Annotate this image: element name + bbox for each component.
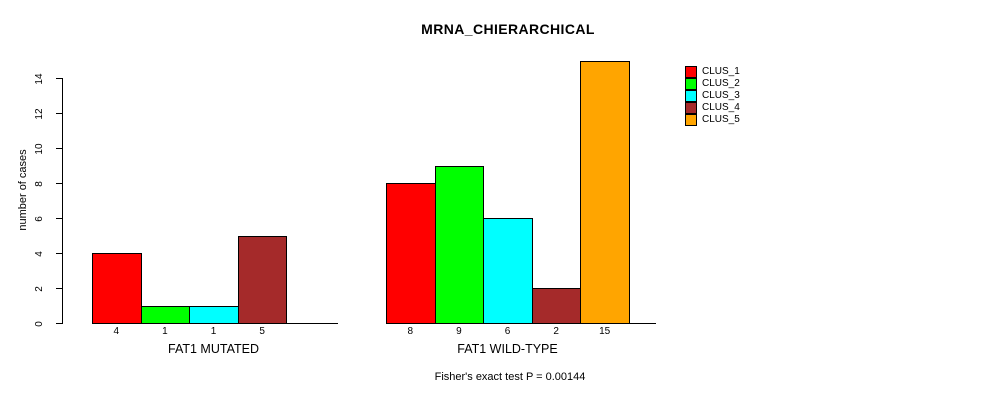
bar-clus_4-group1 (237, 235, 288, 324)
legend-label: CLUS_2 (702, 78, 740, 89)
y-tick-mark (56, 148, 62, 150)
y-tick-label: 0 (34, 320, 45, 327)
legend-label: CLUS_4 (702, 102, 740, 113)
legend-label: CLUS_5 (702, 114, 740, 125)
legend-swatch-clus_4 (685, 102, 697, 114)
legend-swatch-clus_1 (685, 66, 697, 78)
bar-clus_3-group2 (483, 218, 533, 324)
bar-value-label: 15 (599, 326, 611, 337)
y-tick-label: 8 (34, 180, 45, 187)
legend-item: CLUS_5 (685, 114, 740, 126)
y-tick-mark (56, 113, 62, 115)
legend-item: CLUS_3 (685, 90, 740, 102)
chart-title: MRNA_CHIERARCHICAL (421, 21, 595, 37)
bar-value-label: 5 (259, 326, 265, 337)
bar-value-label: 8 (407, 326, 414, 337)
bar-clus_1-group2 (386, 183, 436, 324)
y-tick-mark (56, 253, 62, 255)
bar-value-label: 2 (553, 326, 559, 337)
legend-item: CLUS_2 (685, 78, 740, 90)
bar-clus_1-group1 (92, 253, 142, 324)
bar-value-label: 1 (162, 326, 168, 337)
x-axis-group-label: FAT1 WILD-TYPE (457, 342, 558, 356)
y-tick-label: 14 (34, 73, 45, 85)
legend-swatch-clus_2 (685, 78, 697, 90)
y-tick-mark (56, 288, 62, 290)
legend-swatch-clus_5 (685, 114, 697, 126)
y-tick-mark (56, 78, 62, 80)
bar-clus_3-group1 (189, 305, 239, 324)
y-tick-label: 2 (34, 285, 45, 292)
bar-clus_5-group2 (580, 60, 630, 324)
bar-value-label: 9 (456, 326, 462, 337)
x-axis-group-label: FAT1 MUTATED (168, 342, 259, 356)
bar-value-label: 1 (210, 326, 217, 337)
legend-swatch-clus_3 (685, 90, 697, 102)
y-tick-label: 12 (34, 108, 45, 120)
y-tick-mark (56, 323, 62, 324)
y-tick-label: 4 (34, 250, 45, 257)
legend-label: CLUS_3 (702, 90, 740, 101)
y-tick-mark (56, 183, 62, 185)
bar-value-label: 6 (504, 326, 511, 337)
bar-value-label: 4 (113, 326, 120, 337)
legend-item: CLUS_4 (685, 102, 740, 114)
bar-clus_2-group2 (434, 165, 485, 324)
y-tick-mark (56, 218, 62, 220)
bar-clus_2-group1 (140, 305, 191, 324)
y-axis-line (62, 78, 63, 324)
bar-clus_4-group2 (531, 288, 582, 324)
legend: CLUS_1 CLUS_2 CLUS_3 CLUS_4 CLUS_5 (685, 66, 740, 126)
y-tick-label: 10 (34, 143, 45, 155)
legend-label: CLUS_1 (702, 66, 740, 77)
fisher-test-annotation: Fisher's exact test P = 0.00144 (434, 371, 586, 383)
legend-item: CLUS_1 (685, 66, 740, 78)
y-tick-label: 6 (34, 215, 45, 222)
